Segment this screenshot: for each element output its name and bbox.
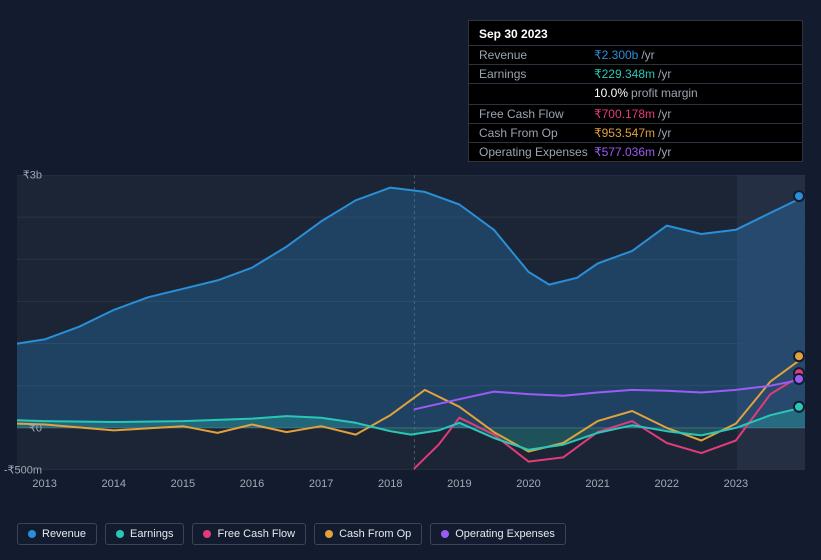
legend-label: Operating Expenses <box>455 528 555 540</box>
chart-tooltip: Sep 30 2023 Revenue₹2.300b/yrEarnings₹22… <box>468 20 803 162</box>
chart-plot-area[interactable] <box>17 175 805 470</box>
legend-label: Cash From Op <box>339 528 411 540</box>
x-axis-label: 2019 <box>447 478 471 490</box>
tooltip-row-value: ₹577.036m <box>594 145 655 159</box>
tooltip-row: Free Cash Flow₹700.178m/yr <box>469 105 802 124</box>
tooltip-row: Revenue₹2.300b/yr <box>469 46 802 65</box>
x-axis-label: 2021 <box>585 478 609 490</box>
tooltip-date: Sep 30 2023 <box>469 21 802 46</box>
legend-dot-icon <box>441 530 449 538</box>
x-axis-label: 2015 <box>171 478 195 490</box>
tooltip-profit-margin: 10.0%profit margin <box>469 84 802 105</box>
legend-item[interactable]: Revenue <box>17 523 97 545</box>
legend-label: Earnings <box>130 528 173 540</box>
financial-chart-root: Sep 30 2023 Revenue₹2.300b/yrEarnings₹22… <box>0 0 821 560</box>
legend-label: Free Cash Flow <box>217 528 295 540</box>
tooltip-row-unit: /yr <box>658 107 671 121</box>
tooltip-row: Operating Expenses₹577.036m/yr <box>469 143 802 161</box>
tooltip-row-value: ₹953.547m <box>594 126 655 140</box>
x-axis-label: 2016 <box>240 478 264 490</box>
tooltip-row-label: Revenue <box>479 48 594 62</box>
tooltip-row-unit: /yr <box>658 67 671 81</box>
x-axis-label: 2020 <box>516 478 540 490</box>
legend-dot-icon <box>28 530 36 538</box>
tooltip-row-unit: /yr <box>658 126 671 140</box>
x-axis-label: 2013 <box>32 478 56 490</box>
x-axis-label: 2018 <box>378 478 402 490</box>
chart-legend: Revenue Earnings Free Cash Flow Cash From O… <box>17 523 566 545</box>
tooltip-row-label: Cash From Op <box>479 126 594 140</box>
tooltip-row-label: Earnings <box>479 67 594 81</box>
chart-svg <box>17 175 805 470</box>
legend-item[interactable]: Cash From Op <box>314 523 422 545</box>
x-axis-label: 2023 <box>724 478 748 490</box>
legend-dot-icon <box>203 530 211 538</box>
y-axis-label: ₹3b <box>23 169 42 182</box>
x-axis-label: 2014 <box>102 478 126 490</box>
tooltip-row: Cash From Op₹953.547m/yr <box>469 124 802 143</box>
tooltip-row: Earnings₹229.348m/yr <box>469 65 802 84</box>
tooltip-row-label: Free Cash Flow <box>479 107 594 121</box>
legend-label: Revenue <box>42 528 86 540</box>
tooltip-row-value: ₹229.348m <box>594 67 655 81</box>
legend-dot-icon <box>325 530 333 538</box>
x-axis-label: 2022 <box>655 478 679 490</box>
y-axis-label: -₹500m <box>4 464 42 477</box>
legend-dot-icon <box>116 530 124 538</box>
y-axis-label: ₹0 <box>29 421 42 434</box>
legend-item[interactable]: Operating Expenses <box>430 523 566 545</box>
tooltip-row-unit: /yr <box>641 48 654 62</box>
tooltip-row-value: ₹2.300b <box>594 48 638 62</box>
tooltip-row-label: Operating Expenses <box>479 145 594 159</box>
x-axis-label: 2017 <box>309 478 333 490</box>
tooltip-row-unit: /yr <box>658 145 671 159</box>
tooltip-row-value: ₹700.178m <box>594 107 655 121</box>
legend-item[interactable]: Free Cash Flow <box>192 523 306 545</box>
legend-item[interactable]: Earnings <box>105 523 184 545</box>
